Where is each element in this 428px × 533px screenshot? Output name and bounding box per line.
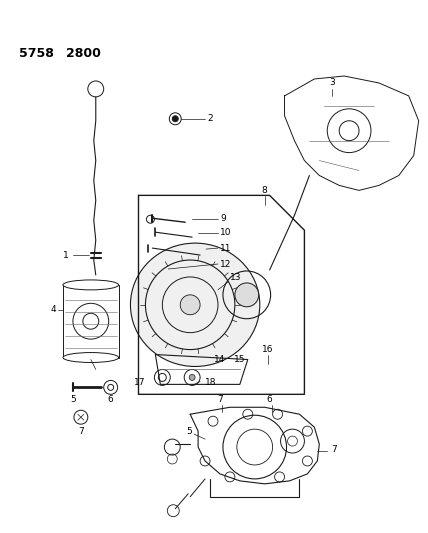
Text: 3: 3 (329, 78, 335, 87)
Bar (152, 264, 166, 274)
Text: 7: 7 (78, 426, 84, 435)
Text: 2: 2 (207, 114, 213, 123)
Text: 5: 5 (186, 426, 192, 435)
Text: 4: 4 (51, 305, 56, 314)
Text: 12: 12 (220, 260, 232, 269)
Text: 15: 15 (234, 355, 246, 364)
Text: 2800: 2800 (66, 46, 101, 60)
Text: 9: 9 (220, 214, 226, 223)
Text: 8: 8 (262, 186, 268, 195)
Text: 7: 7 (331, 445, 337, 454)
Circle shape (189, 375, 195, 381)
Text: 18: 18 (205, 378, 217, 387)
Circle shape (180, 295, 200, 315)
Text: 6: 6 (108, 395, 113, 404)
Text: 7: 7 (217, 395, 223, 404)
Text: 16: 16 (262, 345, 273, 354)
Text: 13: 13 (230, 273, 241, 282)
Ellipse shape (63, 280, 119, 290)
Text: 1: 1 (63, 251, 69, 260)
Circle shape (235, 283, 259, 307)
Bar (63, 285, 119, 358)
Text: 14: 14 (214, 355, 226, 364)
Text: 11: 11 (220, 244, 232, 253)
Text: 5: 5 (70, 395, 76, 404)
Ellipse shape (131, 243, 260, 367)
Ellipse shape (63, 352, 119, 362)
Text: 6: 6 (267, 395, 273, 404)
Text: 5758: 5758 (19, 46, 54, 60)
Text: 17: 17 (134, 378, 146, 387)
Text: 10: 10 (220, 228, 232, 237)
Circle shape (172, 116, 178, 122)
